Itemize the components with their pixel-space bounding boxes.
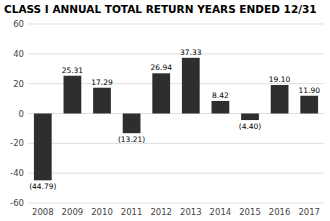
y-tick-label: 40 <box>13 49 24 59</box>
bars <box>34 58 318 180</box>
data-label: 11.90 <box>298 86 320 95</box>
bar <box>34 114 52 181</box>
x-tick-label: 2008 <box>32 207 54 217</box>
grid-line <box>28 24 324 25</box>
x-tick-label: 2011 <box>121 207 143 217</box>
grid-line <box>28 143 324 144</box>
data-label: 8.42 <box>212 91 229 100</box>
bar <box>93 88 111 114</box>
y-tick-label: -20 <box>10 138 24 148</box>
data-label: 17.29 <box>91 78 113 87</box>
bar <box>271 85 289 113</box>
x-tick-label: 2014 <box>210 207 232 217</box>
bar <box>152 73 170 113</box>
grid-line <box>28 173 324 174</box>
y-tick-label: 20 <box>13 79 24 89</box>
data-label: 25.31 <box>62 66 84 75</box>
bar <box>64 76 82 114</box>
x-tick-label: 2016 <box>269 207 291 217</box>
bar <box>182 58 200 114</box>
bar <box>241 114 259 121</box>
grid <box>28 24 324 203</box>
y-tick-label: -40 <box>10 168 24 178</box>
bar <box>212 101 230 114</box>
bar <box>123 114 141 134</box>
x-tick-label: 2013 <box>180 207 202 217</box>
grid-line <box>28 203 324 204</box>
data-label: 19.10 <box>269 75 291 84</box>
title: CLASS I ANNUAL TOTAL RETURN YEARS ENDED … <box>4 3 317 15</box>
x-tick-label: 2010 <box>91 207 113 217</box>
bar <box>300 96 318 114</box>
data-label: (4.40) <box>239 122 262 131</box>
y-tick-label: 0 <box>19 109 24 119</box>
y-tick-label: 60 <box>13 19 24 29</box>
x-tick-label: 2009 <box>62 207 84 217</box>
data-label: 26.94 <box>150 63 172 72</box>
grid-line <box>28 53 324 54</box>
chart: CLASS I ANNUAL TOTAL RETURN YEARS ENDED … <box>0 0 330 221</box>
x-tick-label: 2017 <box>298 207 320 217</box>
y-tick-label: -60 <box>10 198 24 208</box>
x-tick-label: 2012 <box>150 207 172 217</box>
data-label: (13.21) <box>118 135 145 144</box>
data-label: 37.33 <box>180 48 202 57</box>
x-tick-label: 2015 <box>239 207 261 217</box>
data-label: (44.79) <box>29 182 56 191</box>
